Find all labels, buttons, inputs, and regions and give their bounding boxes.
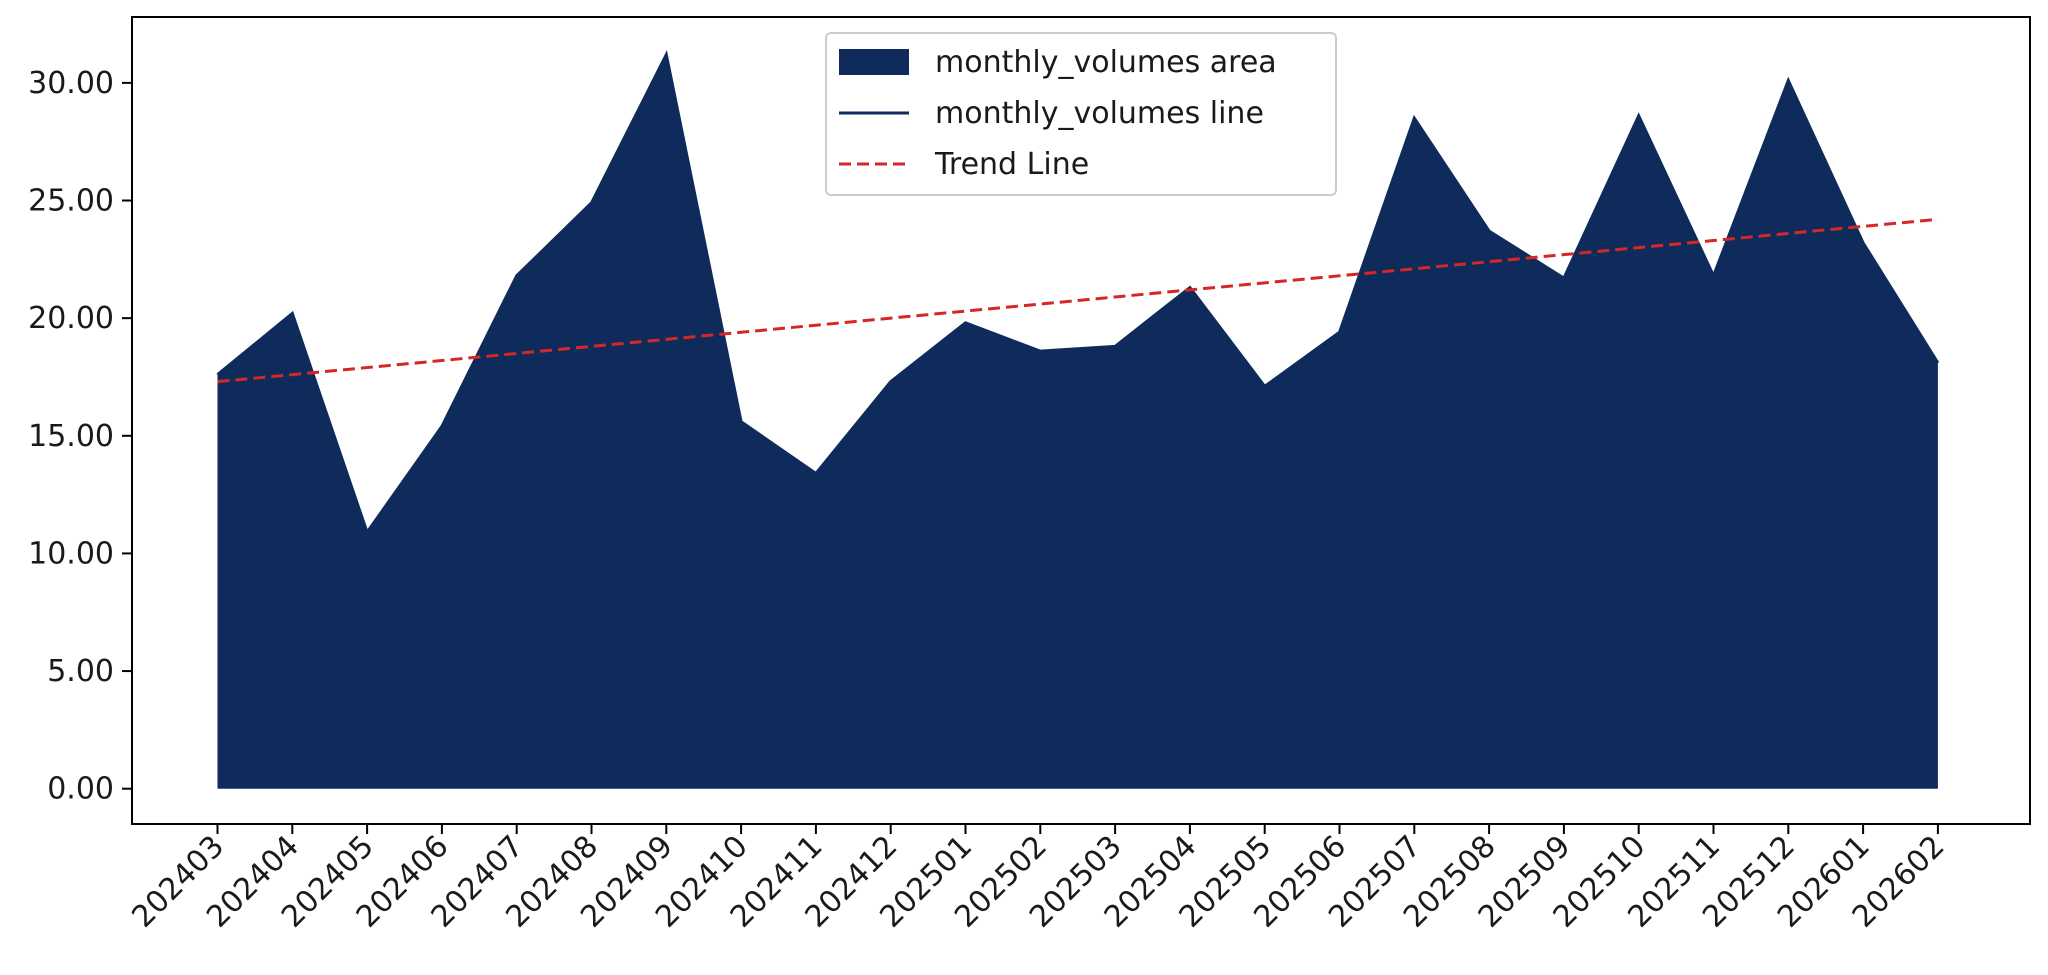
legend-label: monthly_volumes line [935,96,1264,131]
area-series-fill [217,54,1938,789]
x-axis: 2024032024042024052024062024072024082024… [125,824,1952,935]
y-tick-label: 25.00 [28,184,114,219]
y-tick-label: 0.00 [47,772,114,807]
plot-frame [131,16,2031,825]
trend-line [217,217,1939,384]
y-tick-label: 10.00 [28,536,114,571]
legend-box [825,32,1337,196]
series-line [216,50,1940,536]
plot-area [216,50,1940,789]
y-tick-label: 15.00 [28,419,114,454]
y-axis: 0.00 5.00 10.00 15.00 20.00 25.00 30.00 [28,66,132,807]
legend-label: Trend Line [934,147,1089,182]
y-tick-label: 30.00 [28,66,114,101]
y-tick-label: 5.00 [47,654,114,689]
legend-area-swatch [839,49,909,75]
y-tick-label: 20.00 [28,301,114,336]
legend: monthly_volumes area monthly_volumes line… [825,32,1337,196]
legend-label: monthly_volumes area [935,45,1277,80]
